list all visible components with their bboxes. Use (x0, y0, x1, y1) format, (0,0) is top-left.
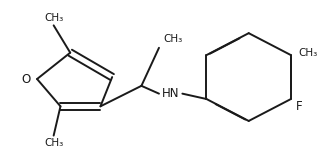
Text: CH₃: CH₃ (299, 48, 318, 58)
Text: CH₃: CH₃ (163, 34, 182, 44)
Text: F: F (296, 100, 302, 113)
Text: CH₃: CH₃ (44, 13, 63, 23)
Text: CH₃: CH₃ (44, 138, 63, 148)
Text: HN: HN (162, 87, 180, 100)
Text: O: O (22, 73, 31, 86)
